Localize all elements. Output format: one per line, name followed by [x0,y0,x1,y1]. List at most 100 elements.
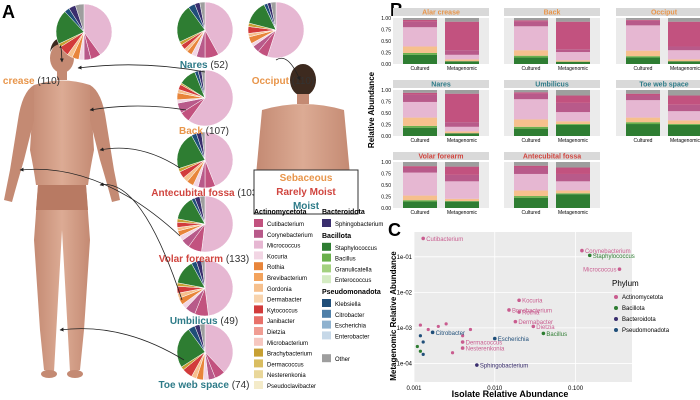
moisture-sebaceous: Sebaceous [280,173,333,184]
pie-label: Occiput (110) [252,76,315,87]
bar-segment [626,122,660,125]
facet-title: Antecubital fossa [523,154,581,161]
y-tick-label: 0.00 [381,62,391,68]
bar-segment [403,54,437,64]
bar-segment [626,19,660,21]
legend-genus: Granulicatella [335,267,372,273]
facet-strip [504,152,600,160]
bar-segment [445,90,479,94]
bar-segment [514,165,548,168]
scatter-point [580,248,584,253]
moisture-rare: Rarely Moist [276,187,336,198]
legend-genus: Dermabacter [267,298,302,304]
site-name: Alar crease [0,76,37,87]
bar-segment [514,173,548,191]
scatter-point [444,322,448,326]
legend-swatch [322,219,331,227]
panel-b-ylabel: Relative Abundance [367,71,376,148]
scatter-point-label: Cutibacterium [426,237,463,243]
bar-segment [514,128,548,136]
pie-slice [270,1,277,31]
bar-segment [514,21,548,27]
bar-segment [556,61,590,64]
legend-genus: Rothia [267,265,285,271]
scatter-point [421,352,425,356]
bar-segment [626,93,660,96]
bar-category-label: Metagenomic [447,210,478,216]
bar-segment [626,50,660,57]
scatter-point [492,336,497,341]
site-count: (74) [232,380,250,391]
site-name: Antecubital fossa [151,188,237,199]
bar-segment [626,18,660,20]
bar-segment [445,174,479,182]
bar-segment [445,126,479,132]
moisture-legend: Sebaceous Rarely Moist Moist [253,169,359,215]
scatter-point-label: Sphingobacterium [480,364,528,370]
bar-segment [403,125,437,128]
legend-phylum-header: Bacillota [322,233,351,240]
legend-swatch [322,264,331,273]
scatter-point [587,253,592,258]
bar-segment [403,162,437,167]
facet-toe-web-space: Toe web space Cultured Metagenomic [616,80,700,144]
bar-segment [403,167,437,173]
scatter-point [460,346,465,350]
bar-segment [626,95,660,101]
legend-swatch [254,348,263,357]
pie-slice [176,135,206,169]
panel-label-a: A [2,2,15,22]
front-body-illustration [4,38,120,378]
bar-segment [626,90,660,94]
bar-segment [514,92,548,94]
bar-category-label: Metagenomic [447,138,478,144]
pie-slice [188,69,234,127]
pie-slice [204,1,234,55]
bar-category-label: Metagenomic [558,210,589,216]
facet-title: Umbilicus [535,82,569,89]
y-tick-label: 0.25 [381,123,391,129]
facet-umbilicus: Umbilicus Cultured Metagenomic [504,80,600,144]
site-name: Umbilicus [170,316,221,327]
pie-slice [201,195,234,253]
bar-segment [403,18,437,20]
bar-segment [403,101,437,118]
legend-swatch [254,251,263,260]
bar-segment [514,20,548,22]
y-tick-label: 0.25 [381,51,391,57]
legend-genus: Dietzia [267,330,286,336]
pie-slice [201,259,206,289]
bar-category-label: Metagenomic [670,138,700,144]
scatter-point [460,340,465,344]
bar-segment [514,190,548,197]
y-tick-label: 0.50 [381,39,391,45]
legend-swatch [254,294,263,303]
bar-category-label: Cultured [522,66,541,72]
bar-segment [626,25,660,51]
pie-slice [204,323,234,373]
legend-genus: Brevibacterium [267,276,307,282]
pie-slice [75,3,85,33]
facet-strip [504,80,600,88]
bar-segment [668,46,700,51]
bar-segment [445,181,479,199]
pie-label: Back (107) [179,126,229,137]
legend-genus: Enterobacter [335,334,369,340]
bar-segment [626,117,660,123]
bar-category-label: Cultured [411,66,430,72]
bar-segment [556,90,590,96]
panel-b-stacked-bars: Alar crease 0.00 0.25 0.50 0.75 1.00 Cultured M… [381,8,700,216]
legend-genus: Micrococcus [267,244,300,250]
pie-slice [201,131,206,161]
scatter-legend-marker [614,295,618,299]
legend-swatch [322,320,331,329]
scatter-point-label: Bacillus [546,332,567,338]
scatter-point-label: Rothia [522,311,540,317]
bar-segment [668,95,700,105]
facet-title: Volar forearm [419,154,464,161]
bar-segment [556,102,590,113]
bar-segment [556,181,590,191]
scatter-point [617,267,622,271]
scatter-legend-marker [614,306,618,310]
legend-swatch [322,299,331,307]
